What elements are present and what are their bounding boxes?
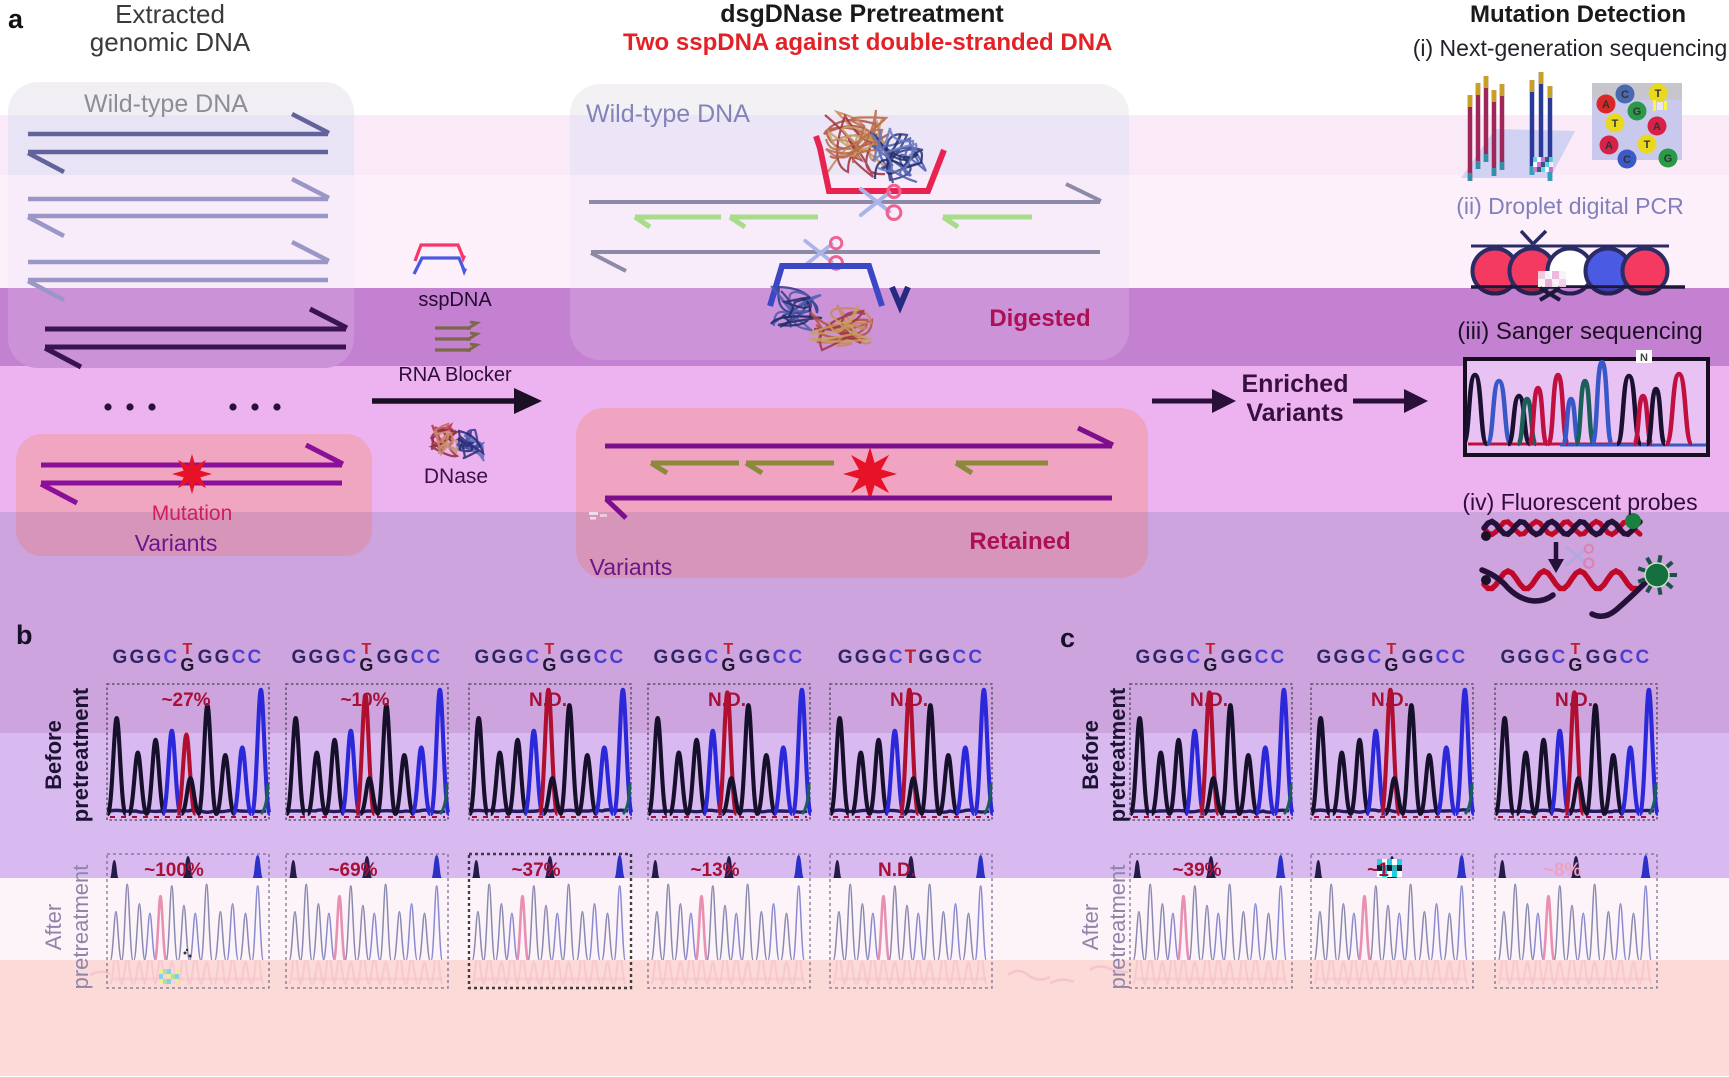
svg-text:T: T [1655,88,1662,100]
svg-text:T: T [1612,118,1619,130]
svg-text:A: A [1605,140,1613,152]
svg-text:G: G [1664,153,1673,165]
svg-text:A: A [1602,99,1610,111]
svg-text:C: C [1623,154,1631,166]
svg-text:N: N [1640,352,1648,364]
svg-text:G: G [1633,106,1642,118]
svg-text:T: T [1644,139,1651,151]
svg-text:C: C [1621,89,1629,101]
svg-text:A: A [1653,121,1661,133]
